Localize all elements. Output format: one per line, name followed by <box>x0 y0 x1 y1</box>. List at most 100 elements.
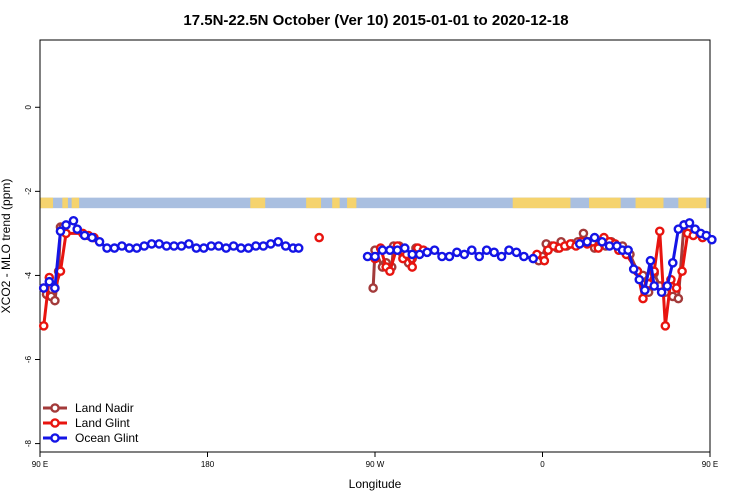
data-point-ocean-glint <box>649 281 659 291</box>
x-axis: 90 E 180 90 W 0 90 E <box>32 452 718 469</box>
legend-label-land-glint: Land Glint <box>75 416 130 430</box>
data-point-ocean-glint <box>645 255 656 266</box>
legend-label-land-nadir: Land Nadir <box>75 401 134 415</box>
land-patch <box>678 197 707 209</box>
data-point-ocean-glint <box>662 281 672 291</box>
data-point-ocean-glint <box>94 236 105 247</box>
x-tick-label: 180 <box>201 460 215 469</box>
series-ocean-glint <box>38 215 717 298</box>
data-point-ocean-glint <box>258 241 269 251</box>
data-point-ocean-glint <box>161 241 172 251</box>
land-patch <box>347 197 357 209</box>
data-point-ocean-glint <box>474 251 485 262</box>
ocean-strip <box>40 197 710 209</box>
data-point-ocean-glint <box>656 287 667 298</box>
data-point-ocean-glint <box>407 249 418 260</box>
data-point-ocean-glint <box>131 243 142 253</box>
data-point-ocean-glint <box>589 232 600 243</box>
land-patch <box>306 197 322 209</box>
y-tick-label: 0 <box>24 104 33 109</box>
series-layer <box>38 215 717 331</box>
land-mask <box>40 197 710 209</box>
y-tick-label: -4 <box>24 271 33 279</box>
data-point-land-glint <box>407 262 418 272</box>
data-point-ocean-glint <box>504 245 514 256</box>
land-patch <box>332 197 340 209</box>
data-point-ocean-glint <box>61 220 71 230</box>
data-point-ocean-glint <box>574 239 585 249</box>
data-point-ocean-glint <box>481 245 492 256</box>
data-point-ocean-glint <box>184 239 194 249</box>
data-point-ocean-glint <box>280 241 291 251</box>
data-point-ocean-glint <box>198 243 209 253</box>
data-point-ocean-glint <box>146 239 157 249</box>
y-tick-label: -6 <box>24 355 33 363</box>
data-point-ocean-glint <box>87 232 97 243</box>
data-point-ocean-glint <box>414 249 425 260</box>
data-point-ocean-glint <box>604 241 615 251</box>
data-point-ocean-glint <box>684 218 695 228</box>
data-point-ocean-glint <box>79 230 90 241</box>
data-point-land-glint <box>654 226 665 237</box>
data-point-land-glint <box>660 321 671 331</box>
data-point-ocean-glint <box>582 236 592 247</box>
data-point-ocean-glint <box>385 245 395 256</box>
data-point-ocean-glint <box>154 239 164 249</box>
x-tick-label: 90 W <box>366 460 385 469</box>
data-point-ocean-glint <box>50 283 60 293</box>
data-point-ocean-glint <box>429 245 440 256</box>
legend-marker-land-nadir <box>50 403 60 413</box>
y-tick-label: -8 <box>24 439 33 447</box>
data-point-land-glint <box>677 266 687 277</box>
data-point-ocean-glint <box>124 243 135 253</box>
data-point-ocean-glint <box>370 251 380 262</box>
data-point-ocean-glint <box>466 245 477 256</box>
x-tick-label: 0 <box>540 460 545 469</box>
data-point-ocean-glint <box>444 251 455 262</box>
data-point-ocean-glint <box>44 276 55 287</box>
data-point-ocean-glint <box>191 243 202 253</box>
data-point-ocean-glint <box>109 243 120 253</box>
data-point-ocean-glint <box>68 215 79 226</box>
data-point-ocean-glint <box>72 224 83 234</box>
data-point-ocean-glint <box>597 236 607 247</box>
data-point-land-glint <box>314 232 324 243</box>
data-point-ocean-glint <box>221 243 231 253</box>
data-point-ocean-glint <box>392 245 403 256</box>
data-point-ocean-glint <box>265 239 276 249</box>
land-patch <box>512 197 571 209</box>
data-point-ocean-glint <box>422 247 432 258</box>
data-point-land-nadir <box>673 293 684 304</box>
data-point-ocean-glint <box>169 241 179 251</box>
data-point-ocean-glint <box>399 243 410 253</box>
data-point-ocean-glint <box>528 253 538 264</box>
data-point-ocean-glint <box>228 241 239 251</box>
data-point-land-nadir <box>50 295 60 306</box>
land-patch <box>250 197 266 209</box>
land-patch <box>635 197 664 209</box>
land-patch <box>71 197 80 209</box>
chart-title: 17.5N-22.5N October (Ver 10) 2015-01-01 … <box>183 12 568 29</box>
data-point-ocean-glint <box>623 245 633 256</box>
data-point-ocean-glint <box>628 264 639 274</box>
data-point-ocean-glint <box>38 283 49 293</box>
data-point-land-glint <box>638 293 648 304</box>
data-point-ocean-glint <box>176 241 187 251</box>
legend-label-ocean-glint: Ocean Glint <box>75 431 139 445</box>
legend-marker-ocean-glint <box>50 433 60 443</box>
data-point-ocean-glint <box>437 251 447 262</box>
data-point-ocean-glint <box>452 247 462 258</box>
data-point-ocean-glint <box>634 274 645 285</box>
data-point-land-nadir <box>368 283 378 293</box>
land-patch <box>40 197 54 209</box>
x-tick-label: 90 E <box>32 460 48 469</box>
data-point-ocean-glint <box>243 243 254 253</box>
data-point-ocean-glint <box>707 234 717 245</box>
data-point-ocean-glint <box>236 243 246 253</box>
x-axis-label: Longitude <box>349 477 402 491</box>
data-point-ocean-glint <box>459 249 470 260</box>
data-point-land-nadir <box>578 228 589 239</box>
data-point-ocean-glint <box>640 285 650 295</box>
